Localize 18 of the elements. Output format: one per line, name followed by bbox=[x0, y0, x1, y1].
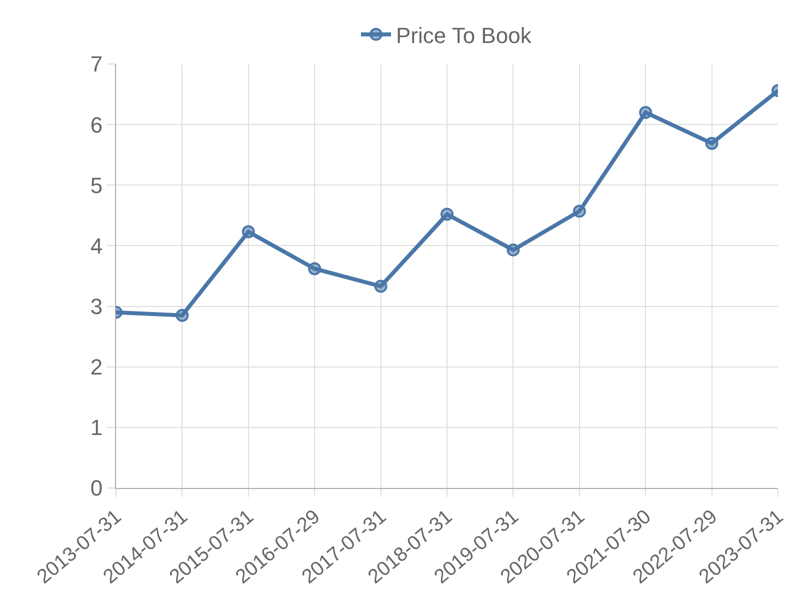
y-tick-label: 4 bbox=[90, 233, 103, 258]
point bbox=[639, 106, 652, 119]
y-tick-label: 7 bbox=[90, 52, 103, 77]
point bbox=[572, 204, 586, 218]
y-tick-label: 0 bbox=[90, 476, 103, 501]
point bbox=[374, 280, 388, 293]
y-tick-label: 5 bbox=[90, 172, 103, 198]
point bbox=[440, 208, 454, 221]
y-tick-label: 2 bbox=[90, 354, 103, 380]
point bbox=[242, 225, 255, 238]
y-tick-label: 1 bbox=[90, 415, 103, 440]
y-tick-label: 6 bbox=[90, 112, 103, 138]
legend-label: Price To Book bbox=[396, 22, 532, 48]
point bbox=[176, 308, 189, 322]
point bbox=[506, 243, 520, 256]
y-tick-label: 3 bbox=[90, 294, 103, 319]
point bbox=[705, 136, 718, 150]
point bbox=[308, 262, 322, 276]
